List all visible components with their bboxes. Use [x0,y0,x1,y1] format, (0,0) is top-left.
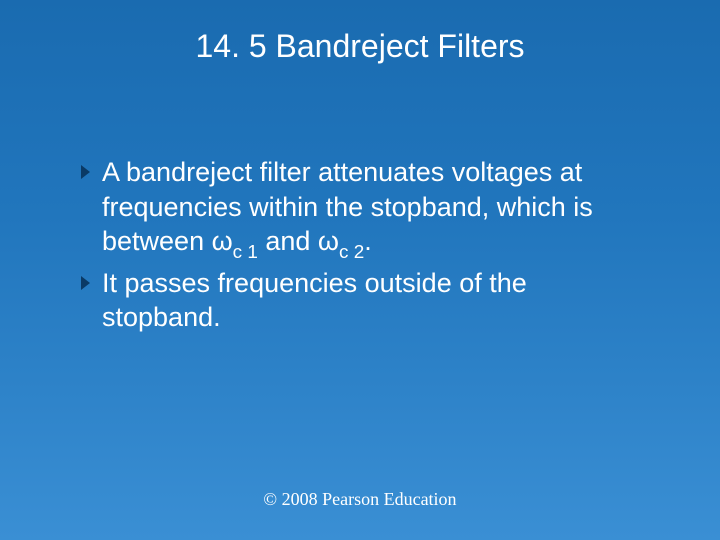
text-run: . [364,226,372,256]
chevron-right-icon [78,164,96,182]
text-run: It passes frequencies outside of the sto… [102,268,527,333]
chevron-right-icon [78,275,96,293]
slide-title: 14. 5 Bandreject Filters [0,28,720,65]
bullet-text: A bandreject filter attenuates voltages … [102,155,650,264]
list-item: A bandreject filter attenuates voltages … [78,155,650,264]
bullet-text: It passes frequencies outside of the sto… [102,266,650,340]
subscript: c 2 [339,242,364,263]
copyright-footer: © 2008 Pearson Education [0,489,720,510]
slide-body: A bandreject filter attenuates voltages … [78,155,650,342]
subscript: c 1 [233,242,258,263]
list-item: It passes frequencies outside of the sto… [78,266,650,340]
text-run: and ω [258,226,339,256]
